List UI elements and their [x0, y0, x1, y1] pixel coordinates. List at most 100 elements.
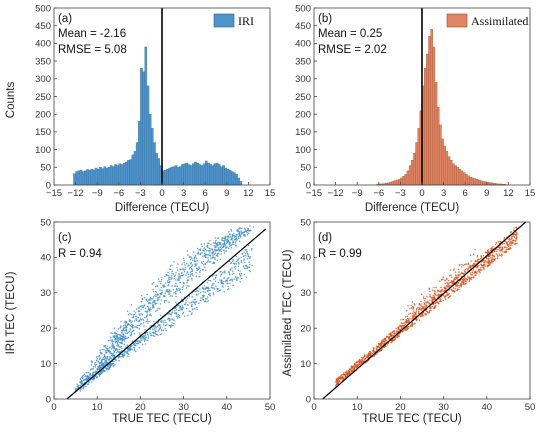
scatter-point: [126, 310, 129, 313]
histogram-bar: [155, 152, 158, 186]
scatter-point: [210, 286, 213, 289]
histogram-bar: [415, 142, 418, 186]
scatter-point: [101, 348, 103, 351]
scatter-point: [175, 271, 177, 274]
histogram-bar: [120, 164, 124, 186]
x-tick-label: 15: [265, 188, 276, 199]
scatter-point: [85, 385, 87, 388]
scatter-point: [464, 280, 466, 282]
scatter-point: [399, 325, 401, 327]
scatter-point: [117, 328, 120, 330]
scatter-point: [97, 360, 100, 363]
scatter-point: [353, 368, 356, 370]
scatter-point: [405, 319, 408, 321]
scatter-point: [248, 269, 251, 272]
scatter-point: [423, 297, 425, 300]
scatter-point: [175, 313, 178, 315]
scatter-point: [80, 382, 83, 385]
scatter-point: [148, 308, 151, 310]
scatter-point: [189, 302, 191, 304]
scatter-point: [225, 250, 228, 252]
scatter-point: [497, 248, 499, 251]
scatter-point: [172, 288, 175, 291]
scatter-point: [121, 329, 123, 332]
scatter-point: [181, 286, 184, 289]
scatter-point: [458, 271, 460, 273]
scatter-point: [105, 347, 108, 349]
scatter-point: [97, 365, 99, 368]
scatter-point: [249, 255, 251, 258]
scatter-point: [156, 333, 158, 336]
scatter-point: [199, 253, 202, 256]
scatter-point: [187, 273, 190, 276]
histogram-bar: [92, 169, 96, 186]
scatter-point: [203, 252, 206, 255]
histogram-bar: [402, 175, 405, 186]
scatter-point: [448, 282, 450, 284]
scatter-point: [363, 358, 365, 361]
scatter-point: [483, 263, 485, 266]
scatter-point: [229, 269, 231, 271]
x-tick-label: 50: [265, 402, 276, 413]
plot-frame: [53, 221, 271, 400]
scatter-point: [238, 273, 241, 276]
scatter-point: [431, 289, 434, 292]
y-tick-label: 100: [35, 145, 51, 156]
scatter-point: [81, 380, 83, 383]
scatter-point: [159, 327, 161, 330]
histogram-bar: [187, 164, 191, 186]
scatter-point: [213, 253, 216, 256]
scatter-point: [514, 240, 517, 242]
scatter-point: [191, 273, 193, 275]
scatter-point: [408, 317, 410, 320]
scatter-point: [114, 338, 117, 341]
scatter-point: [146, 331, 149, 334]
scatter-point: [143, 305, 145, 307]
scatter-point: [515, 227, 518, 229]
scatter-point: [510, 238, 512, 241]
scatter-point: [498, 247, 501, 249]
scatter-point: [184, 304, 186, 306]
scatter-point: [446, 281, 448, 284]
scatter-point: [160, 299, 162, 301]
scatter-point: [396, 336, 399, 338]
scatter-point: [106, 357, 109, 360]
scatter-point: [206, 254, 208, 256]
scatter-point: [181, 263, 184, 265]
scatter-point: [183, 282, 185, 285]
scatter-point: [118, 360, 120, 362]
scatter-point: [124, 337, 127, 340]
scatter-point: [415, 307, 418, 310]
scatter-point: [186, 250, 189, 252]
scatter-point: [185, 287, 188, 289]
scatter-point: [509, 244, 511, 247]
scatter-point: [157, 334, 159, 336]
histogram-bar: [395, 179, 399, 186]
x-tick-label: 12: [243, 188, 254, 199]
scatter-point: [130, 331, 133, 334]
scatter-point: [480, 266, 482, 268]
scatter-point: [142, 319, 145, 321]
scatter-point: [246, 253, 249, 255]
scatter-point: [213, 283, 215, 285]
scatter-point: [361, 360, 364, 363]
scatter-point: [213, 262, 215, 265]
scatter-point: [407, 305, 409, 307]
scatter-point: [492, 248, 494, 250]
scatter-point: [439, 290, 442, 293]
scatter-point: [126, 337, 128, 340]
scatter-point: [405, 309, 408, 312]
scatter-point: [198, 275, 201, 278]
scatter-point: [372, 348, 375, 350]
scatter-point: [452, 279, 455, 282]
scatter-point: [140, 313, 142, 315]
scatter-point: [397, 330, 399, 332]
scatter-point: [218, 250, 220, 252]
scatter-point: [230, 244, 232, 246]
y-tick-label: 250: [295, 92, 311, 103]
scatter-point: [135, 350, 137, 353]
scatter-point: [199, 249, 202, 252]
scatter-point: [160, 280, 162, 283]
scatter-point: [191, 259, 194, 262]
scatter-point: [167, 283, 170, 286]
